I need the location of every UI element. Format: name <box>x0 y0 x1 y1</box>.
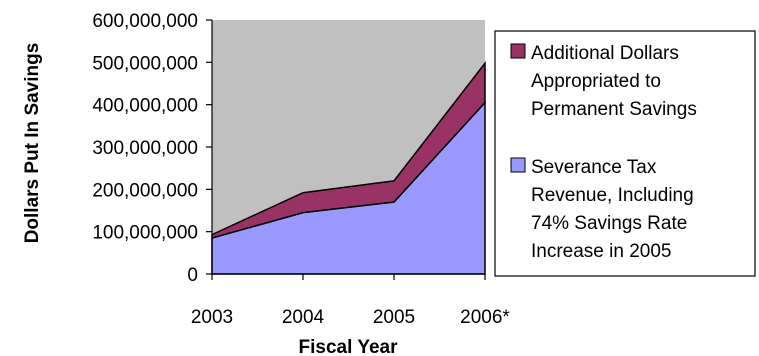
legend-label: Appropriated to <box>531 71 661 92</box>
y-axis: 0 100,000,000 200,000,000 300,000,000 400,00… <box>92 11 213 286</box>
x-tick-label: 2005 <box>373 307 415 328</box>
y-tick-label: 0 <box>187 265 198 286</box>
x-axis-title: Fiscal Year <box>299 337 399 356</box>
legend-label: Severance Tax <box>531 157 657 178</box>
x-tick-label: 2006* <box>460 307 510 328</box>
x-tick-label: 2004 <box>282 307 325 328</box>
y-tick-label: 200,000,000 <box>92 180 198 201</box>
legend-box <box>494 30 756 277</box>
legend-label: Additional Dollars <box>531 43 679 64</box>
y-tick-label: 300,000,000 <box>92 138 198 159</box>
y-tick-label: 500,000,000 <box>92 53 198 74</box>
y-tick-label: 400,000,000 <box>92 96 198 117</box>
y-tick-label: 100,000,000 <box>92 223 198 244</box>
legend: Additional Dollars Appropriated to Permane… <box>494 30 756 277</box>
legend-label: Permanent Savings <box>531 99 697 120</box>
y-tick-label: 600,000,000 <box>92 11 198 32</box>
y-axis-title: Dollars Put In Savings <box>22 43 43 244</box>
area-series-2 <box>211 60 486 240</box>
legend-swatch <box>510 157 526 173</box>
legend-label: Revenue, Including <box>531 185 694 206</box>
legend-label: 74% Savings Rate <box>531 213 687 234</box>
legend-label: Increase in 2005 <box>531 241 672 262</box>
legend-swatch <box>510 43 526 59</box>
x-tick-label: 2003 <box>191 307 233 328</box>
x-axis: 2003 2004 2005 2006* <box>191 273 510 328</box>
